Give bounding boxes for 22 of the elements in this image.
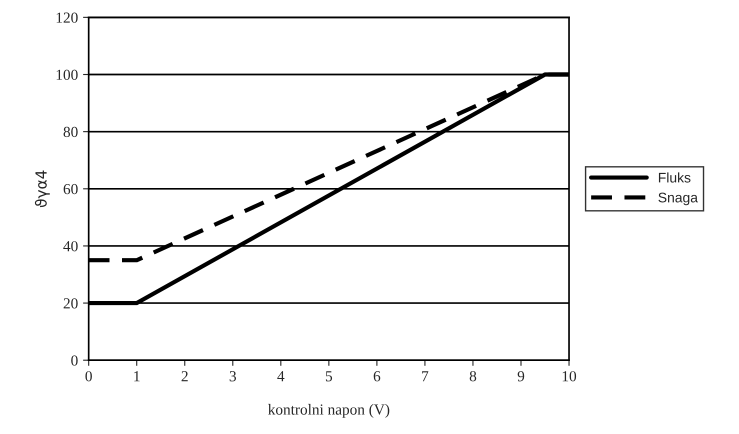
legend-label: Snaga bbox=[658, 192, 698, 206]
legend-label: Fluks bbox=[658, 172, 690, 183]
x-tick-label: 7 bbox=[422, 371, 428, 382]
x-tick-label: 6 bbox=[374, 371, 380, 382]
x-tick-label: 8 bbox=[470, 371, 476, 382]
y-tick-label: 100 bbox=[56, 70, 78, 80]
x-tick-label: 5 bbox=[326, 371, 332, 382]
y-axis-title: ϑγα4 bbox=[34, 170, 50, 208]
y-tick-label: 120 bbox=[56, 12, 78, 23]
x-tick-label: 0 bbox=[85, 371, 92, 382]
y-tick-label: 20 bbox=[64, 298, 78, 309]
y-tick-label: 0 bbox=[71, 355, 78, 366]
y-tick-label: 40 bbox=[63, 241, 78, 252]
x-tick-label: 1 bbox=[134, 371, 140, 382]
x-tick-label: 4 bbox=[277, 371, 284, 382]
x-axis-title: kontrolni napon (V) bbox=[268, 404, 390, 418]
y-tick-label: 80 bbox=[64, 126, 78, 138]
x-tick-label: 3 bbox=[230, 371, 236, 382]
x-tick-label: 2 bbox=[182, 371, 188, 382]
y-tick-label: 60 bbox=[64, 184, 78, 194]
x-tick-label: 9 bbox=[518, 371, 524, 382]
x-tick-label: 10 bbox=[562, 371, 576, 382]
